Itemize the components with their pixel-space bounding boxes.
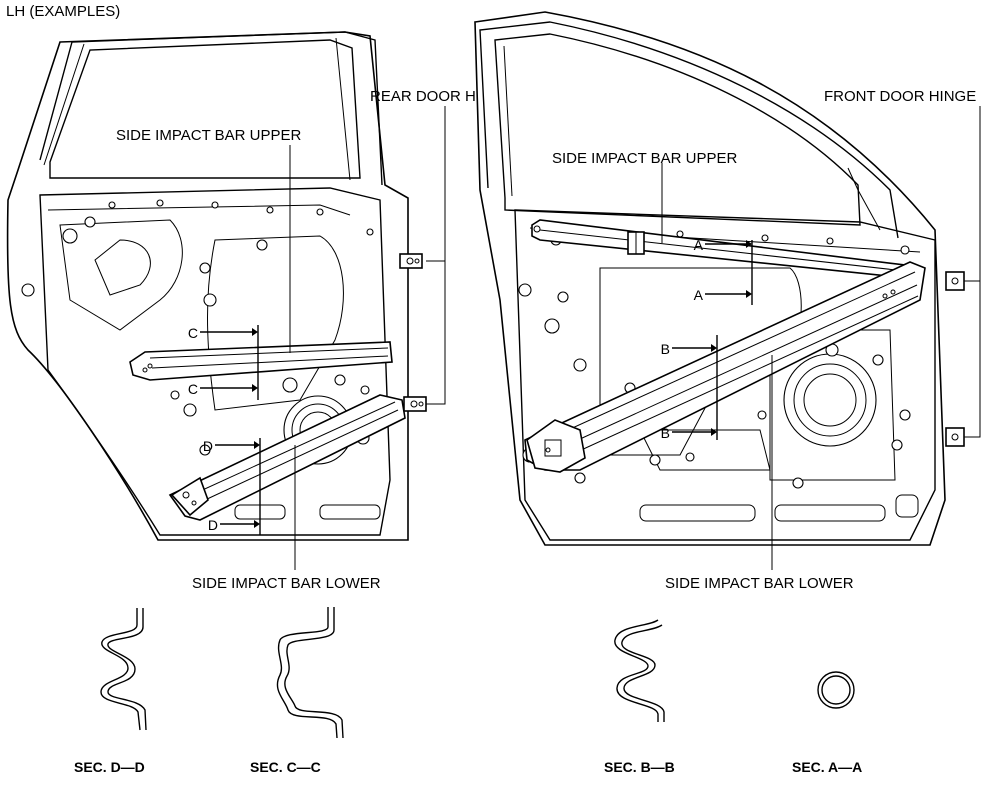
rear-door-hinge-upper [399,253,423,269]
rear-window-frame [39,31,383,186]
rear-bar-lower-label: SIDE IMPACT BAR LOWER [192,575,381,592]
front-bar-lower-label: SIDE IMPACT BAR LOWER [665,575,854,592]
rear-leader-lines [289,106,446,570]
front-bar-upper-label: SIDE IMPACT BAR UPPER [552,150,737,167]
panel-hole [518,283,532,297]
front-window-frame [479,21,899,239]
section-b-b-profile [614,619,665,722]
panel-hole [62,228,78,244]
section-mark-b-bottom: B [661,425,670,441]
rear-door-hinge-lower [403,396,427,412]
section-b-b-label: SEC. B—B [604,759,675,775]
section-mark-b-top: B [661,341,670,357]
front-speaker-outer [783,353,877,447]
section-c-c-profile [276,607,344,739]
section-mark-a-top: A [694,237,704,253]
section-a-a-profile [817,671,855,709]
section-mark-d-top: D [203,438,213,454]
section-mark-d-bottom: D [208,517,218,533]
rear-bar-upper-label: SIDE IMPACT BAR UPPER [116,127,301,144]
section-mark-c-top: C [188,325,198,341]
front-hinge-label: FRONT DOOR HINGE [824,88,976,105]
section-mark-c-bottom: C [188,381,198,397]
front-leader-lines [661,106,981,570]
rear-door [6,31,427,541]
section-a-a-label: SEC. A—A [792,759,862,775]
front-door-hinge-lower [945,427,965,447]
rear-inner-panel [39,187,391,536]
rear-window-opening [49,39,361,179]
rear-side-impact-bar-upper [129,341,393,381]
diagram-title: LH (EXAMPLES) [6,3,120,20]
section-mark-a-bottom: A [694,287,704,303]
rear-door-outline [6,31,409,541]
rear-section-lines [200,325,261,535]
front-inner-panel [514,209,936,541]
front-door-hinge-upper [945,271,965,291]
rear-service-opening [207,235,344,411]
rear-side-impact-bar-lower [168,394,406,521]
front-side-impact-bar-lower [524,261,926,473]
section-d-d-label: SEC. D—D [74,759,145,775]
section-c-c-label: SEC. C—C [250,759,321,775]
section-d-d-profile [100,608,147,731]
rear-inner-opening [59,219,183,331]
front-section-lines [672,240,753,440]
